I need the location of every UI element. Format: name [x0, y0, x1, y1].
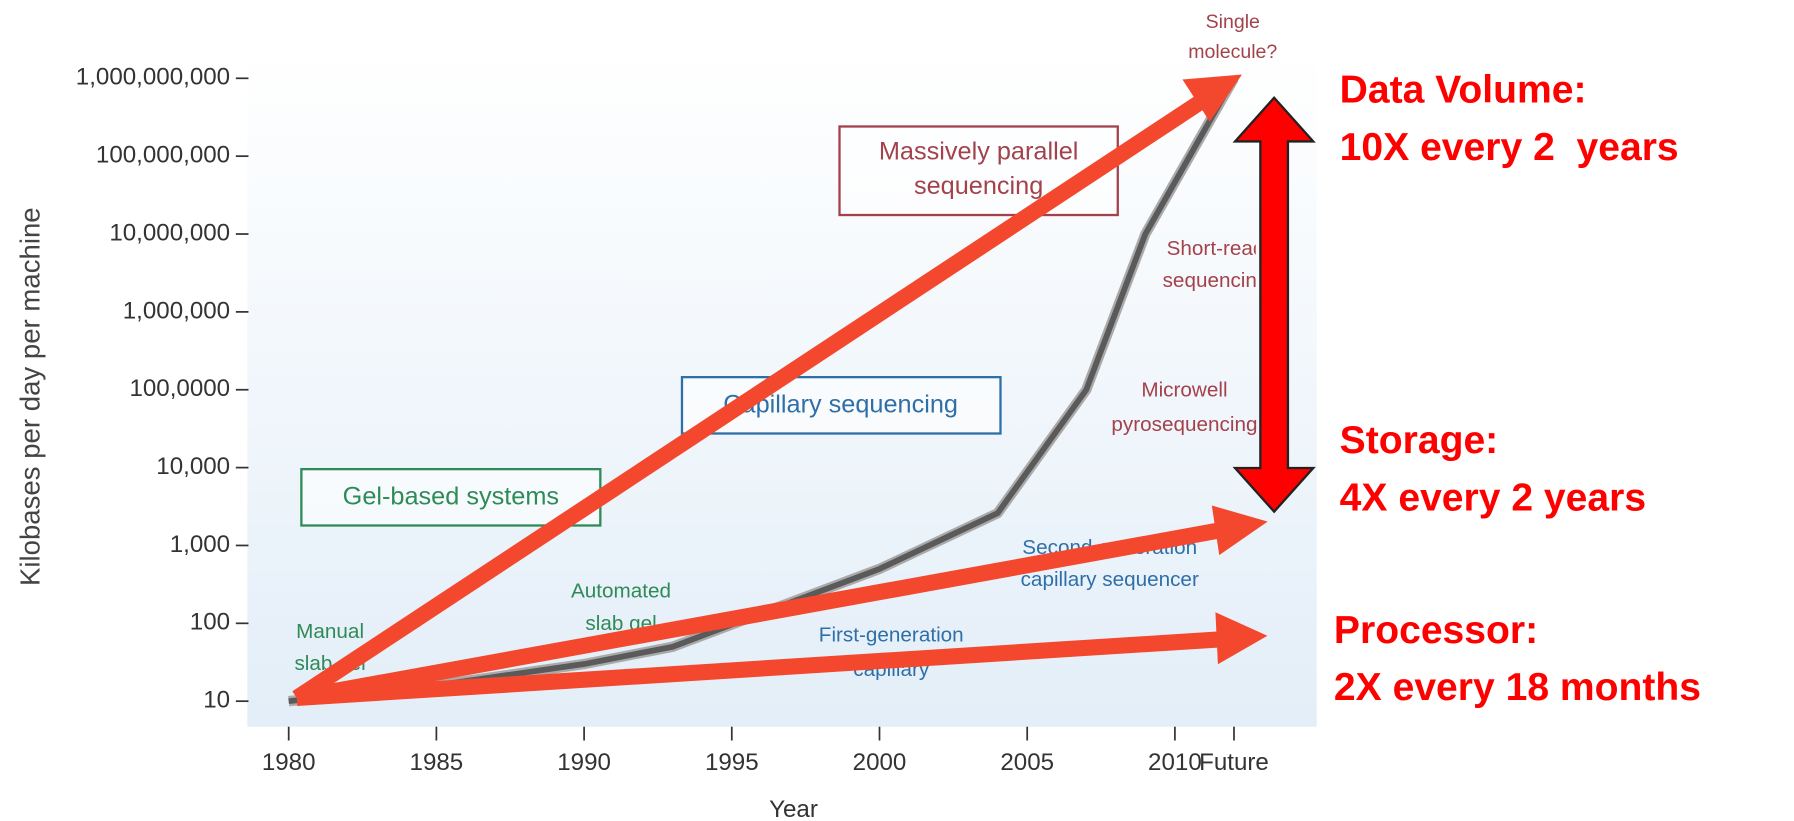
- annotation: Massively parallel sequencing: [838, 125, 1119, 217]
- x-tick-label: Future: [1199, 749, 1269, 776]
- axes: 10 100 1,000 10,000 100,0000 1,000,000 10,000,…: [15, 64, 1269, 821]
- callout-text: Processor:: [1334, 609, 1538, 652]
- callout-text: Data Volume:: [1340, 68, 1587, 111]
- callout-text: 4X every 2 years: [1340, 477, 1646, 520]
- annotation-text: pyrosequencing: [1111, 413, 1257, 436]
- annotation: Short-read sequencing: [1163, 237, 1269, 292]
- annotation-text: capillary sequencer: [1021, 568, 1199, 591]
- arrow: [292, 94, 1207, 705]
- x-axis-label: Year: [769, 796, 818, 821]
- annotation-box: [300, 467, 602, 527]
- y-tick-label: 10,000,000: [109, 219, 230, 246]
- annotation-text: Manual: [296, 620, 364, 643]
- x-tick-label: 1995: [705, 749, 759, 776]
- annotation-text: First-generation: [819, 623, 964, 646]
- arrow: [296, 631, 1222, 706]
- annotation-text: sequencing: [914, 172, 1043, 200]
- y-tick-label: 100,000,000: [96, 142, 230, 169]
- arrows: [292, 74, 1316, 706]
- annotation-text: sequencing: [1163, 269, 1269, 292]
- x-tick-label: 2010: [1148, 749, 1202, 776]
- annotation-text: Single: [1206, 11, 1260, 33]
- x-tick-label: 1980: [262, 749, 316, 776]
- arrow-head: [1215, 612, 1268, 665]
- callout-text: Storage:: [1340, 419, 1499, 462]
- annotation-text: Short-read: [1167, 237, 1265, 260]
- callouts: Data Volume: 10X every 2 years Storage: 4X …: [1334, 68, 1701, 709]
- y-tick-label: 100: [190, 609, 230, 636]
- x-tick-label: 1990: [557, 749, 611, 776]
- y-tick-label: 10: [203, 687, 230, 714]
- x-tick-label: 2005: [1000, 749, 1054, 776]
- annotation-text: Microwell: [1141, 378, 1227, 401]
- arrow-head: [1211, 505, 1268, 556]
- y-tick-label: 1,000,000,000: [76, 64, 230, 91]
- callout-text: 2X every 18 months: [1334, 666, 1701, 709]
- annotation-text: Gel-based systems: [343, 483, 559, 511]
- annotation-text: Automated: [571, 580, 671, 603]
- annotation-text: Massively parallel: [879, 138, 1079, 166]
- y-tick-label: 1,000,000: [123, 297, 230, 324]
- x-tick-label: 1985: [410, 749, 464, 776]
- y-tick-label: 10,000: [156, 453, 230, 480]
- x-tick-label: 2000: [853, 749, 907, 776]
- y-tick-label: 1,000: [170, 531, 230, 558]
- y-tick-label: 100,0000: [129, 375, 230, 402]
- annotation: Microwell pyrosequencing: [1111, 378, 1257, 435]
- arrow: [295, 522, 1223, 706]
- annotation-box: [838, 125, 1119, 217]
- annotation-text: molecule?: [1188, 41, 1277, 63]
- annotation: Gel-based systems: [300, 467, 602, 527]
- arrow-head: [1182, 74, 1242, 122]
- annotation: Single molecule?: [1188, 11, 1277, 63]
- callout-text: 10X every 2 years: [1340, 126, 1679, 169]
- double-arrow: [1232, 96, 1316, 514]
- y-axis-label: Kilobases per day per machine: [15, 207, 46, 586]
